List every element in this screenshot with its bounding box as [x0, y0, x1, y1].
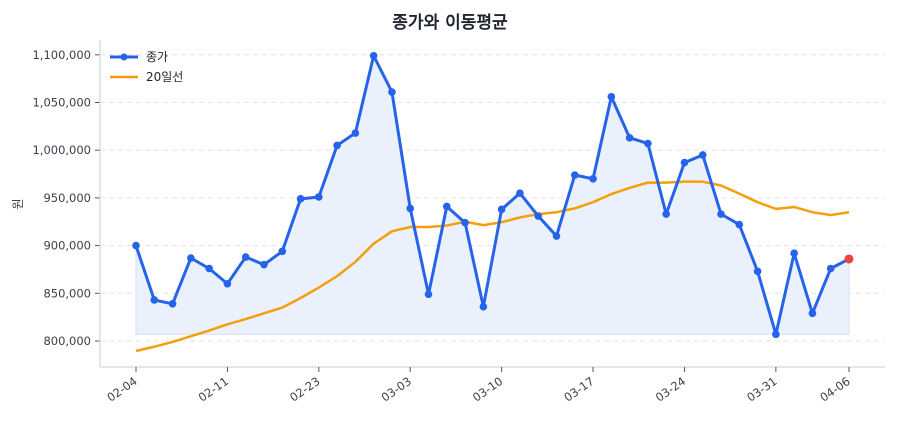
price-marker-icon [479, 302, 488, 311]
y-tick-label: 900,000 [43, 239, 91, 253]
price-marker-icon [570, 171, 579, 179]
x-tick-label: 03-17 [561, 374, 596, 405]
price-marker-icon [808, 309, 817, 318]
x-tick-label: 03-10 [470, 374, 505, 405]
close-price-line [132, 51, 854, 339]
price-marker-icon [625, 133, 634, 142]
y-tick-label: 1,100,000 [32, 48, 91, 62]
legend: 종가 20일선 [110, 50, 183, 84]
y-axis-label: 원 [11, 198, 25, 209]
price-marker-icon [278, 247, 287, 256]
price-marker-icon [168, 299, 177, 308]
price-marker-icon [132, 241, 140, 250]
price-marker-icon [260, 260, 268, 269]
price-marker-icon [205, 264, 213, 273]
price-marker-icon [772, 330, 780, 339]
x-tick-label: 02-04 [104, 374, 139, 405]
x-tick-label: 02-23 [287, 374, 322, 405]
price-marker-icon [223, 279, 232, 288]
moving-average-line [135, 180, 850, 353]
legend-close-marker-icon [120, 53, 128, 61]
price-marker-icon [296, 195, 305, 203]
last-price-marker-icon [844, 254, 854, 264]
x-tick-label: 02-11 [196, 374, 231, 405]
price-marker-icon [241, 253, 250, 261]
price-marker-icon [826, 264, 835, 273]
price-marker-icon [534, 212, 543, 220]
price-marker-icon [589, 175, 597, 183]
price-marker-icon [717, 210, 725, 218]
x-tick-label: 03-24 [653, 374, 688, 405]
price-marker-icon [461, 218, 469, 227]
y-tick-label: 1,050,000 [32, 96, 91, 110]
price-marker-icon [552, 232, 561, 240]
price-marker-icon [333, 141, 341, 150]
price-marker-icon [369, 51, 378, 60]
x-tick-label: 03-03 [379, 374, 414, 405]
y-tick-label: 850,000 [43, 286, 91, 300]
price-marker-icon [753, 267, 762, 276]
price-marker-icon [680, 158, 689, 167]
price-marker-icon [388, 88, 396, 96]
price-marker-icon [150, 296, 159, 304]
price-marker-icon [442, 202, 451, 211]
y-tick-label: 1,000,000 [32, 143, 91, 157]
price-marker-icon [351, 129, 360, 137]
price-marker-icon [662, 210, 670, 218]
legend-label-ma20: 20일선 [146, 70, 183, 84]
x-tick-label: 04-06 [817, 374, 852, 405]
legend-label-close: 종가 [146, 50, 168, 64]
chart-title: 종가와 이동평균 [392, 13, 508, 33]
price-marker-icon [406, 204, 415, 213]
y-tick-label: 800,000 [43, 334, 91, 348]
price-marker-icon [735, 220, 744, 229]
price-marker-icon [516, 189, 524, 197]
y-tick-label: 950,000 [43, 191, 91, 205]
price-marker-icon [698, 151, 707, 159]
price-marker-icon [187, 254, 195, 262]
price-marker-icon [607, 92, 616, 101]
price-marker-icon [315, 193, 323, 201]
price-marker-icon [497, 205, 506, 214]
x-tick-label: 03-31 [744, 374, 779, 405]
price-marker-icon [790, 249, 798, 258]
price-marker-icon [644, 139, 652, 148]
price-marker-icon [424, 290, 433, 299]
